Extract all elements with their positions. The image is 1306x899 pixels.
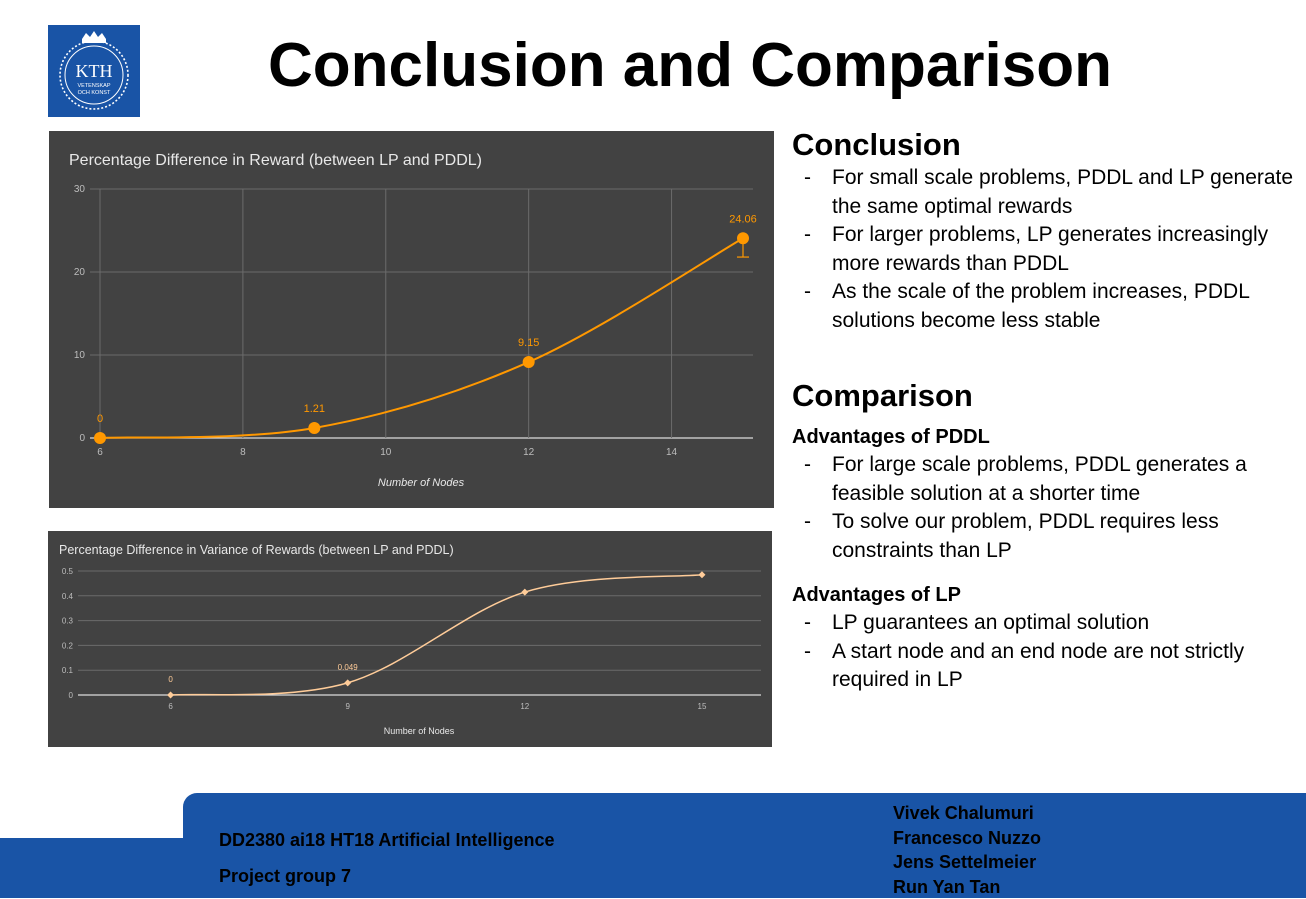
- data-label: 0: [168, 675, 173, 684]
- author-list: Vivek Chalumuri Francesco Nuzzo Jens Set…: [893, 801, 1041, 899]
- x-tick-label: 6: [97, 447, 103, 458]
- list-item-text: LP guarantees an optimal solution: [832, 611, 1149, 634]
- list-item: -A start node and an end node are not st…: [792, 638, 1297, 695]
- variance-chart: Percentage Difference in Variance of Rew…: [48, 531, 772, 747]
- data-point: [308, 422, 320, 434]
- project-group: Project group 7: [219, 866, 351, 887]
- course-name: DD2380 ai18 HT18 Artificial Intelligence: [219, 830, 554, 851]
- author-name: Francesco Nuzzo: [893, 826, 1041, 851]
- x-tick-label: 9: [345, 702, 350, 711]
- y-tick-label: 20: [74, 267, 86, 278]
- chart-title: Percentage Difference in Variance of Rew…: [59, 543, 454, 557]
- y-tick-label: 0.1: [62, 666, 74, 675]
- x-axis-label: Number of Nodes: [384, 726, 455, 736]
- data-label: 24.06: [729, 213, 757, 225]
- pddl-advantages-heading: Advantages of PDDL: [792, 423, 1297, 451]
- x-tick-label: 10: [380, 447, 392, 458]
- list-item: -For small scale problems, PDDL and LP g…: [792, 164, 1297, 221]
- data-label: 9.15: [518, 337, 539, 349]
- author-name: Vivek Chalumuri: [893, 801, 1041, 826]
- series-line: [171, 575, 702, 695]
- data-point: [521, 589, 528, 596]
- list-item: -LP guarantees an optimal solution: [792, 609, 1297, 638]
- reward-chart: Percentage Difference in Reward (between…: [49, 131, 774, 508]
- y-tick-label: 0.4: [62, 592, 74, 601]
- x-tick-label: 12: [523, 447, 535, 458]
- data-point: [523, 356, 535, 368]
- list-item: -To solve our problem, PDDL requires les…: [792, 508, 1297, 565]
- x-tick-label: 15: [698, 702, 707, 711]
- text-panel: Conclusion -For small scale problems, PD…: [792, 128, 1297, 695]
- x-axis-label: Number of Nodes: [378, 477, 465, 489]
- data-label: 0.049: [338, 663, 359, 672]
- y-tick-label: 30: [74, 184, 86, 195]
- list-item: -For large scale problems, PDDL generate…: [792, 451, 1297, 508]
- lp-advantages-heading: Advantages of LP: [792, 581, 1297, 609]
- data-point: [737, 232, 749, 244]
- conclusion-heading: Conclusion: [792, 128, 1297, 162]
- comparison-heading: Comparison: [792, 379, 1297, 413]
- x-tick-label: 6: [168, 702, 173, 711]
- logo-motto-2: OCH KONST: [78, 90, 111, 96]
- logo-motto-1: VETENSKAP: [77, 83, 110, 89]
- y-tick-label: 0.2: [62, 641, 74, 650]
- series-line: [100, 238, 743, 438]
- list-item-text: As the scale of the problem increases, P…: [832, 280, 1249, 332]
- list-item-text: For large scale problems, PDDL generates…: [832, 453, 1247, 505]
- list-item: -For larger problems, LP generates incre…: [792, 221, 1297, 278]
- y-tick-label: 10: [74, 350, 86, 361]
- page-title: Conclusion and Comparison: [200, 26, 1180, 106]
- kth-logo: KTH VETENSKAP OCH KONST: [48, 25, 140, 117]
- list-item-text: For small scale problems, PDDL and LP ge…: [832, 166, 1293, 218]
- data-point: [698, 571, 705, 578]
- y-tick-label: 0: [79, 433, 85, 444]
- logo-text: KTH: [76, 61, 113, 81]
- list-item-text: To solve our problem, PDDL requires less…: [832, 510, 1219, 562]
- list-item-text: For larger problems, LP generates increa…: [832, 223, 1268, 275]
- y-tick-label: 0.5: [62, 567, 74, 576]
- lp-advantages-list: -LP guarantees an optimal solution -A st…: [792, 609, 1297, 695]
- conclusion-list: -For small scale problems, PDDL and LP g…: [792, 164, 1297, 335]
- list-item: -As the scale of the problem increases, …: [792, 278, 1297, 335]
- chart-title: Percentage Difference in Reward (between…: [69, 152, 482, 169]
- data-point: [344, 679, 351, 686]
- y-tick-label: 0: [69, 691, 74, 700]
- x-tick-label: 8: [240, 447, 246, 458]
- pddl-advantages-list: -For large scale problems, PDDL generate…: [792, 451, 1297, 565]
- data-label: 1.21: [304, 403, 325, 415]
- data-point: [167, 692, 174, 699]
- y-tick-label: 0.3: [62, 617, 74, 626]
- data-label: 0: [97, 413, 103, 425]
- x-tick-label: 14: [666, 447, 678, 458]
- data-point: [94, 432, 106, 444]
- author-name: Run Yan Tan: [893, 875, 1041, 899]
- list-item-text: A start node and an end node are not str…: [832, 640, 1244, 692]
- x-tick-label: 12: [520, 702, 529, 711]
- author-name: Jens Settelmeier: [893, 850, 1041, 875]
